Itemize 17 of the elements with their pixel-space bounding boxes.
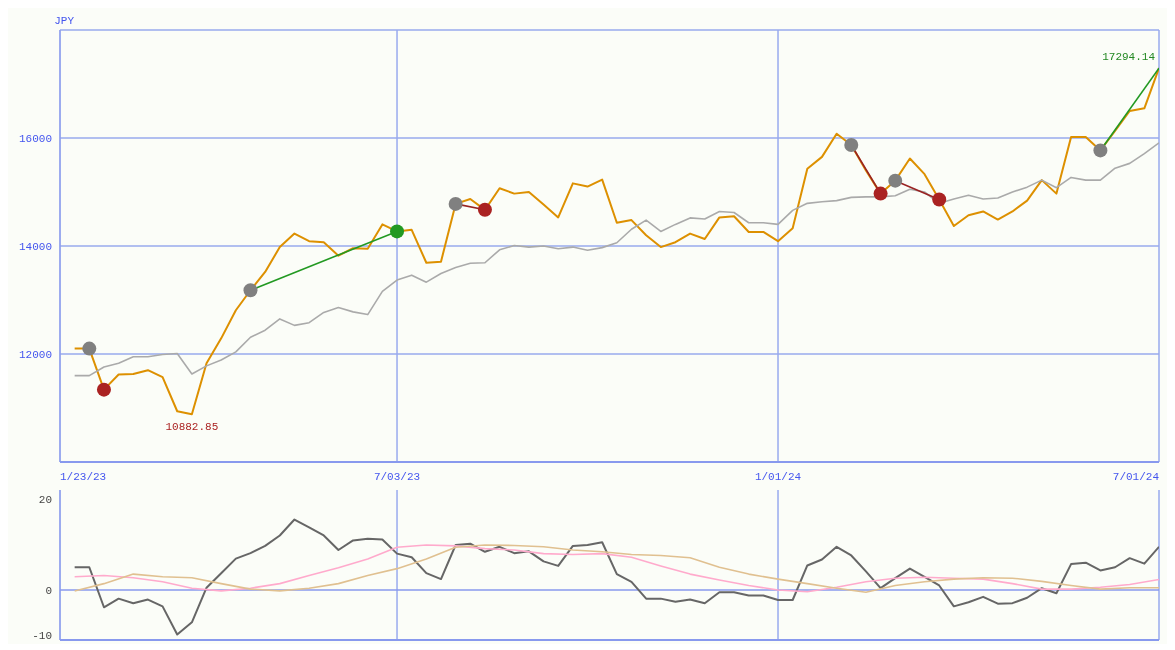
- line-series: [73, 142, 1159, 377]
- x-tick-label: 7/03/23: [373, 471, 421, 483]
- y-tick-label: -10: [32, 630, 52, 643]
- y-tick-label: 12000: [18, 348, 52, 361]
- annotation: 10882.85: [165, 421, 219, 434]
- line-series: [73, 518, 1159, 636]
- y-axis-title: JPY: [54, 14, 75, 27]
- y-tick-label: 16000: [18, 132, 52, 145]
- y-tick-label: 20: [38, 494, 52, 506]
- line-series: [73, 67, 1159, 416]
- y-tick-label: 14000: [18, 240, 52, 253]
- y-tick-label: 0: [45, 584, 52, 597]
- x-tick-label: 1/01/24: [754, 471, 802, 483]
- x-tick-label: 7/01/24: [1112, 471, 1160, 483]
- annotation: 17294.14: [1102, 51, 1156, 64]
- x-tick-label: 1/23/23: [60, 471, 107, 483]
- line-series: [73, 544, 1159, 593]
